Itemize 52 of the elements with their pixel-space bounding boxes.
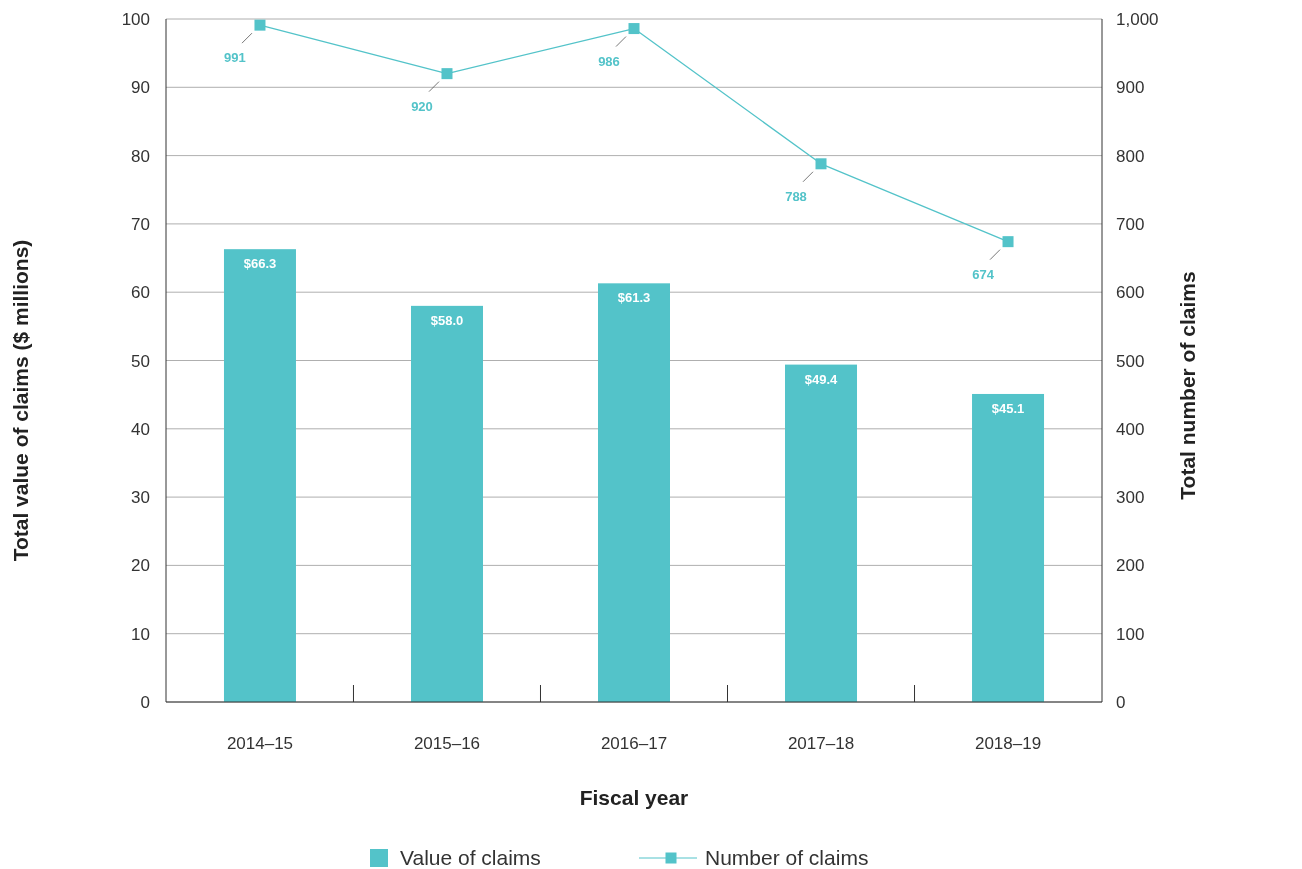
y-tick-label: 80: [131, 146, 150, 166]
data-label: $49.4: [804, 371, 839, 387]
y2-tick-label: 800: [1116, 146, 1145, 166]
legend-label: Number of claims: [705, 846, 869, 869]
point: [441, 68, 453, 80]
point: [254, 19, 266, 31]
y2-tick-label: 0: [1116, 693, 1126, 712]
y-tick-label: 60: [131, 283, 150, 303]
x-tick-label: 2015–16: [413, 734, 481, 753]
data-label: 674: [972, 266, 995, 282]
data-label: 986: [598, 53, 620, 69]
y2-tick-label: 900: [1116, 78, 1145, 98]
point: [1002, 236, 1014, 248]
point: [815, 158, 827, 170]
y2-tick-label: 500: [1116, 351, 1145, 371]
data-label: $58.0: [430, 312, 464, 328]
y2-tick-label: 300: [1116, 488, 1145, 508]
y-tick-label: 30: [131, 488, 150, 508]
y-tick-label: 100: [121, 10, 150, 29]
y-tick-label: 10: [131, 624, 150, 644]
data-label: $66.3: [243, 256, 277, 272]
y-tick-label: 20: [131, 556, 150, 576]
data-label: $61.3: [617, 290, 651, 306]
bar: [410, 305, 483, 702]
y-tick-label: 70: [131, 214, 150, 234]
x-axis-title: Fiscal year: [579, 786, 689, 809]
y2-tick-label: 700: [1116, 214, 1145, 234]
data-label: $45.1: [991, 400, 1025, 416]
y2-tick-label: 1,000: [1116, 10, 1159, 29]
x-tick-label: 2018–19: [974, 734, 1042, 753]
point: [628, 23, 640, 35]
y2-tick-label: 400: [1116, 419, 1145, 439]
data-label: 788: [785, 188, 807, 204]
x-tick-label: 2016–17: [600, 734, 668, 753]
bar: [972, 393, 1045, 702]
bar: [223, 249, 296, 702]
y-tick-label: 0: [140, 693, 150, 712]
y-tick-label: 50: [131, 351, 150, 371]
bar: [785, 364, 858, 702]
y-tick-label: 40: [131, 419, 150, 439]
y2-tick-label: 100: [1116, 624, 1145, 644]
data-label: 991: [224, 50, 246, 66]
data-label: 920: [411, 98, 433, 114]
y2-axis-title: Total number of claims: [1176, 271, 1199, 500]
y2-tick-label: 600: [1116, 283, 1145, 303]
y2-tick-label: 200: [1116, 556, 1145, 576]
x-tick-label: 2017–18: [787, 734, 855, 753]
y-tick-label: 90: [131, 78, 150, 98]
bar: [598, 283, 670, 702]
y-axis-title: Total value of claims ($ millions): [9, 239, 32, 562]
legend-label: Value of claims: [400, 846, 541, 869]
x-tick-label: 2014–15: [226, 734, 294, 753]
